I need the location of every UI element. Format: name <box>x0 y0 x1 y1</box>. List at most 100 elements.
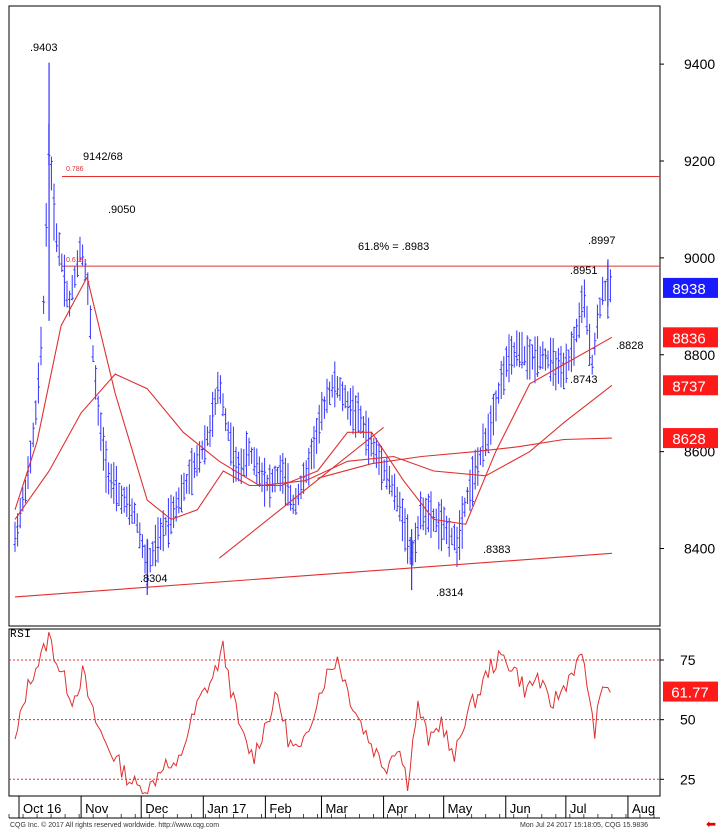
annotation-level-jul: .8828 <box>616 340 644 352</box>
ohlc-bar <box>133 502 137 524</box>
x-axis-month-label: Nov <box>85 801 109 816</box>
annotation-low-jul: .8743 <box>570 374 598 386</box>
ohlc-bar <box>52 183 56 241</box>
ohlc-bar <box>218 375 222 404</box>
ohlc-bar <box>510 335 514 375</box>
ohlc-bar <box>211 391 215 437</box>
ohlc-bar <box>299 475 303 500</box>
ohlc-bar <box>99 412 103 451</box>
ohlc-bar <box>471 456 475 507</box>
ohlc-bar <box>257 456 261 487</box>
price-badge <box>663 428 718 449</box>
ohlc-bar <box>528 339 532 380</box>
ohlc-bar <box>169 494 173 535</box>
ohlc-bar <box>525 335 529 380</box>
ohlc-bar <box>289 484 293 511</box>
ohlc-bar <box>164 517 168 536</box>
ohlc-bar <box>260 462 264 492</box>
ohlc-bar <box>546 350 550 369</box>
ohlc-bar <box>91 345 95 363</box>
ohlc-bar <box>156 517 160 563</box>
ohlc-bar <box>68 290 72 317</box>
rsi-label: RSI <box>10 629 32 641</box>
ohlc-bar <box>515 330 519 367</box>
ohlc-bar <box>60 253 64 273</box>
ohlc-bar <box>380 445 384 491</box>
price-badge-label: 8737 <box>672 378 705 395</box>
ohlc-bar <box>265 474 269 491</box>
scroll-left-arrow-icon[interactable]: ⬅ <box>706 817 717 831</box>
ohlc-bar <box>135 513 139 533</box>
ohlc-bar <box>577 302 581 339</box>
ohlc-bar <box>421 497 425 531</box>
ohlc-bar <box>73 266 77 288</box>
rsi-panel-frame <box>8 628 661 797</box>
ohlc-bar <box>62 254 66 307</box>
ohlc-bar <box>239 448 243 485</box>
overlay-line <box>14 552 612 598</box>
ohlc-bar <box>348 388 352 426</box>
ohlc-bar <box>351 385 355 435</box>
ohlc-bar <box>250 447 254 464</box>
ohlc-bar <box>231 426 235 483</box>
ohlc-bar <box>107 462 111 495</box>
price-y-tick-label: 9400 <box>684 56 715 72</box>
ohlc-bar <box>338 377 342 401</box>
ohlc-bar <box>491 393 495 436</box>
ohlc-bar <box>161 510 165 552</box>
ohlc-bar <box>580 285 584 324</box>
ohlc-bar <box>356 392 360 433</box>
ohlc-bar <box>372 437 376 464</box>
ohlc-bar <box>494 390 498 422</box>
ohlc-bar <box>216 371 220 404</box>
ohlc-bar <box>57 232 61 266</box>
price-y-tick-label: 9200 <box>684 153 715 169</box>
ohlc-bar <box>556 347 560 384</box>
rsi-current-badge-label: 61.77 <box>671 685 709 702</box>
ohlc-bar <box>252 447 256 475</box>
ohlc-bar <box>455 526 459 567</box>
ohlc-bar <box>499 360 503 399</box>
ohlc-bar <box>393 473 397 510</box>
ohlc-bar <box>489 405 493 445</box>
ohlc-bar <box>432 508 436 532</box>
ohlc-bar <box>39 326 43 366</box>
ohlc-bar <box>179 474 183 513</box>
ohlc-bar <box>541 341 545 369</box>
ohlc-bar <box>387 465 391 495</box>
ohlc-bar <box>120 485 124 515</box>
x-axis-month-label: Feb <box>269 801 291 816</box>
ohlc-bar <box>286 463 290 507</box>
ohlc-bar <box>122 486 126 513</box>
annotation-high-oct: .9403 <box>30 42 58 54</box>
ohlc-bar <box>382 459 386 481</box>
ohlc-bar <box>608 269 612 303</box>
ohlc-bar <box>205 426 209 446</box>
ohlc-bar <box>512 342 516 368</box>
ohlc-bar <box>294 487 298 515</box>
x-axis-month-label: Dec <box>145 801 169 816</box>
x-axis-month-label: Jun <box>510 801 531 816</box>
ohlc-bar <box>520 331 524 369</box>
ohlc-bar <box>185 473 189 494</box>
ohlc-bar <box>465 487 469 505</box>
ohlc-bar <box>270 468 274 493</box>
ohlc-bar <box>221 393 225 417</box>
price-badge <box>663 327 718 348</box>
rsi-line <box>14 632 611 795</box>
ohlc-bar <box>140 534 144 559</box>
annotation-fib-786-level: 9142/68 <box>83 151 123 163</box>
x-axis-month-label: Mar <box>325 801 348 816</box>
x-axis-month-label: Aug <box>632 801 655 816</box>
ohlc-bar <box>247 437 251 466</box>
ohlc-bar <box>276 466 280 485</box>
ohlc-bar <box>468 469 472 512</box>
ohlc-bar <box>398 491 402 522</box>
ohlc-bar <box>125 486 129 517</box>
annotation-high-jul-a: .8951 <box>570 265 598 277</box>
ohlc-bar <box>153 524 157 567</box>
ohlc-bar <box>452 523 456 551</box>
ohlc-bar <box>70 275 74 301</box>
ohlc-bar <box>424 497 428 536</box>
